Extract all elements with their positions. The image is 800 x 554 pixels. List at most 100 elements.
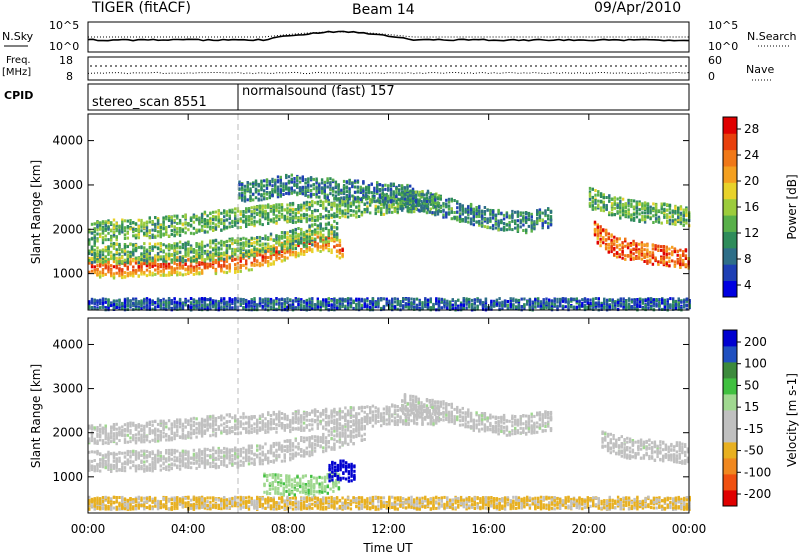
data-cell <box>478 223 481 227</box>
data-cell <box>648 254 652 258</box>
data-cell <box>253 264 256 267</box>
data-cell <box>286 219 289 223</box>
data-cell <box>599 240 602 244</box>
data-cell <box>286 245 289 249</box>
data-cell <box>311 200 314 204</box>
data-cell <box>300 306 303 310</box>
data-cell <box>90 301 94 305</box>
data-cell <box>472 208 475 211</box>
data-cell <box>184 216 187 220</box>
data-cell <box>104 300 107 304</box>
data-cell <box>320 188 324 192</box>
data-cell <box>385 196 388 200</box>
data-cell <box>447 212 451 216</box>
data-cell <box>674 210 677 213</box>
data-cell <box>126 302 129 306</box>
data-cell <box>516 214 520 218</box>
data-cell <box>93 252 96 255</box>
data-cell <box>538 210 542 214</box>
data-cell <box>395 192 398 196</box>
data-cell <box>115 261 118 265</box>
data-cell <box>253 222 256 226</box>
data-cell <box>228 214 231 218</box>
data-cell <box>305 203 308 207</box>
data-cell <box>214 215 218 219</box>
data-cell <box>322 201 325 205</box>
data-cell <box>294 247 297 250</box>
data-cell <box>203 212 207 216</box>
data-cell <box>101 241 105 245</box>
data-cell <box>594 197 597 201</box>
data-cell <box>176 252 179 256</box>
data-cell <box>619 216 622 220</box>
data-cell <box>187 257 190 261</box>
data-cell <box>307 185 310 189</box>
data-cell <box>256 236 259 239</box>
data-cell <box>165 299 168 303</box>
data-cell <box>464 216 467 220</box>
data-cell <box>96 237 99 241</box>
data-cell <box>162 216 165 220</box>
data-cell <box>679 220 683 224</box>
data-cell <box>247 300 251 304</box>
data-cell <box>453 199 456 202</box>
data-cell <box>269 300 273 304</box>
data-cell <box>137 268 140 272</box>
data-cell <box>618 253 621 257</box>
data-cell <box>110 273 113 277</box>
data-cell <box>159 225 162 229</box>
data-cell <box>330 227 333 231</box>
data-cell <box>247 215 251 219</box>
data-cell <box>140 258 143 262</box>
data-cell <box>264 247 267 251</box>
data-cell <box>99 227 102 231</box>
data-cell <box>165 273 168 277</box>
data-cell <box>134 243 138 247</box>
data-cell <box>399 207 402 211</box>
data-cell <box>516 210 520 214</box>
data-cell <box>549 210 553 214</box>
data-cell <box>324 243 328 247</box>
data-cell <box>685 218 688 222</box>
data-cell <box>272 301 275 305</box>
data-cell <box>148 263 151 267</box>
data-cell <box>385 205 388 209</box>
data-cell <box>322 233 325 237</box>
data-cell <box>129 219 132 222</box>
data-cell <box>389 199 393 203</box>
data-cell <box>176 222 179 225</box>
data-cell <box>298 191 302 195</box>
data-cell <box>621 250 624 254</box>
data-cell <box>296 179 299 183</box>
data-cell <box>112 223 116 227</box>
data-cell <box>293 180 296 184</box>
data-cell <box>104 297 107 301</box>
data-cell <box>271 188 274 192</box>
data-cell <box>319 217 322 221</box>
data-cell <box>252 184 255 188</box>
data-cell <box>156 225 160 229</box>
data-cell <box>162 301 165 304</box>
data-cell <box>673 247 677 251</box>
data-cell <box>338 200 342 204</box>
data-cell <box>403 191 407 195</box>
data-cell <box>198 248 201 252</box>
data-cell <box>115 271 118 275</box>
data-cell <box>300 298 303 302</box>
data-cell <box>93 222 96 226</box>
data-cell <box>668 218 672 222</box>
data-cell <box>99 270 102 274</box>
data-cell <box>434 201 437 204</box>
data-cell <box>250 217 253 221</box>
data-cell <box>243 195 247 199</box>
data-cell <box>302 231 306 235</box>
data-cell <box>276 195 280 199</box>
data-cell <box>282 182 285 186</box>
data-cell <box>200 240 204 244</box>
data-cell <box>241 186 244 190</box>
data-cell <box>330 229 333 233</box>
data-cell <box>362 193 365 197</box>
data-cell <box>365 186 368 190</box>
data-cell <box>591 204 594 208</box>
data-cell <box>156 297 160 301</box>
